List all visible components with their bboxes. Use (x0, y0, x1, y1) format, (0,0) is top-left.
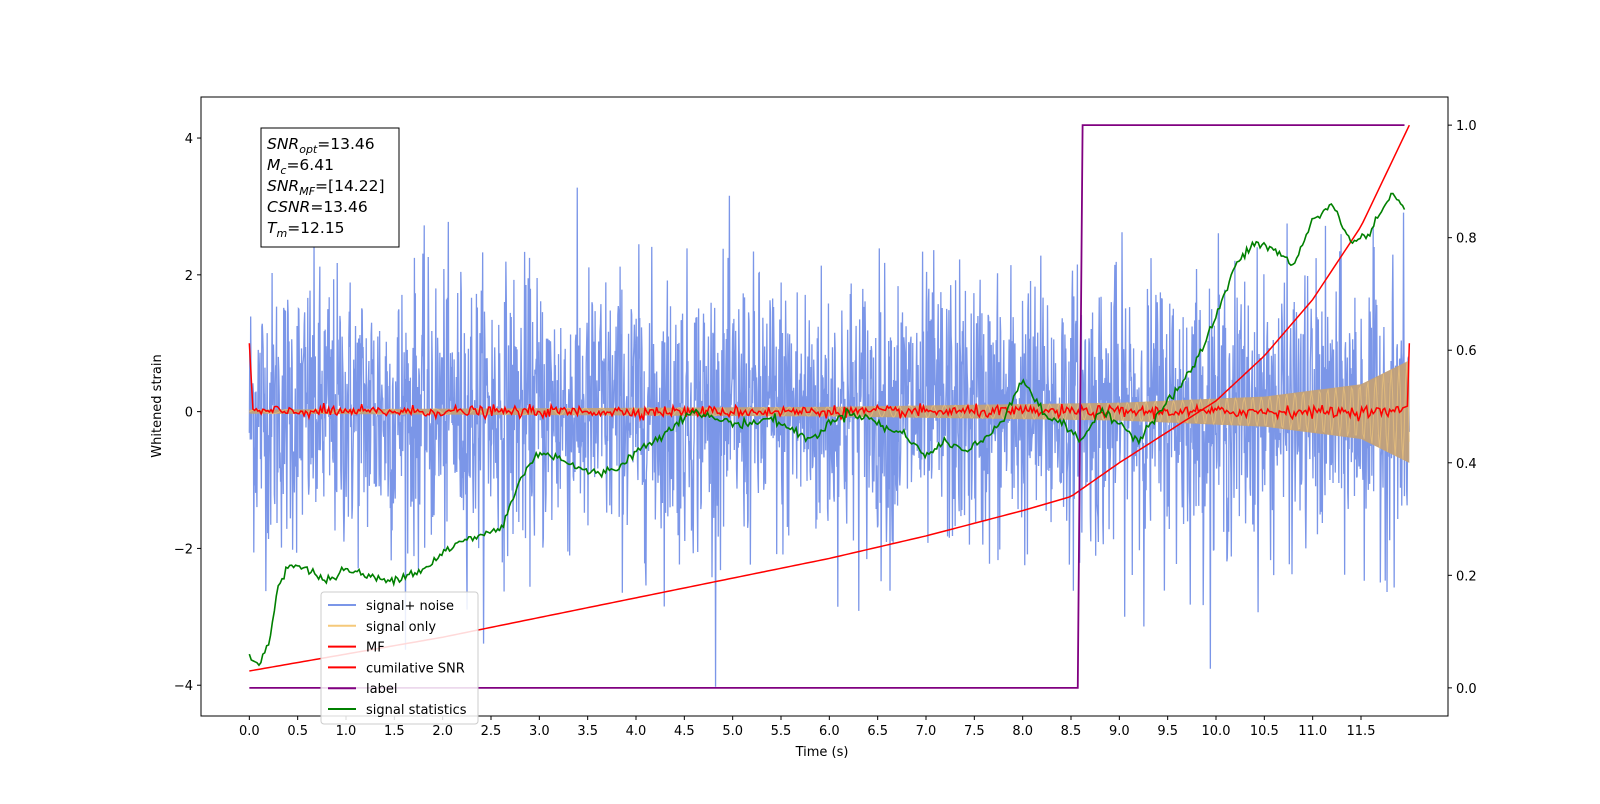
annotation-symbol: M (267, 156, 280, 174)
y2-tick-label: 0.8 (1456, 232, 1477, 247)
annotation-value: =6.41 (286, 156, 334, 174)
series-label (249, 124, 1405, 689)
annotation-value: =[14.22] (315, 177, 384, 195)
annotation-line: Mc=6.41 (267, 156, 334, 177)
annotation-line: SNRMF=[14.22] (267, 177, 385, 198)
x-tick-label: 2.5 (481, 724, 502, 739)
x-tick-label: 3.0 (529, 724, 550, 739)
x-tick-label: 11.0 (1298, 724, 1327, 739)
legend-label: MF (366, 641, 385, 656)
x-tick-label: 4.0 (626, 724, 647, 739)
annotation-subscript: c (280, 164, 286, 177)
annotation-symbol: SNR (267, 177, 299, 195)
x-tick-label: 2.0 (432, 724, 453, 739)
annotation-subscript: opt (299, 143, 318, 156)
x-tick-label: 4.5 (674, 724, 695, 739)
x-tick-label: 1.0 (336, 724, 357, 739)
legend-frame (320, 591, 479, 725)
annotation-symbol: T (267, 219, 278, 237)
legend-label: signal+ noise (366, 599, 454, 614)
x-tick-label: 10.0 (1202, 724, 1231, 739)
x-tick-label: 9.5 (1157, 724, 1178, 739)
x-tick-label: 5.5 (771, 724, 792, 739)
y-tick-label: −4 (174, 679, 193, 694)
x-tick-label: 7.0 (916, 724, 937, 739)
x-tick-label: 9.0 (1109, 724, 1130, 739)
annotation-subscript: MF (299, 185, 315, 198)
y2-tick-label: 0.4 (1456, 457, 1477, 472)
x-tick-label: 8.0 (1012, 724, 1033, 739)
y-tick-label: 0 (185, 406, 193, 421)
annotation-frame (260, 127, 400, 248)
y2-tick-label: 1.0 (1456, 119, 1477, 134)
x-tick-label: 10.5 (1250, 724, 1279, 739)
x-tick-label: 7.5 (964, 724, 985, 739)
annotation-symbol: CSNR (267, 198, 310, 216)
stats-annotation-box: SNRopt=13.46Mc=6.41SNRMF=[14.22]CSNR=13.… (260, 127, 400, 248)
x-tick-label: 6.5 (867, 724, 888, 739)
y-tick-label: 2 (185, 269, 193, 284)
y-axis-label: Whitened strain (150, 354, 165, 457)
legend-label: signal statistics (366, 703, 467, 718)
legend-label: label (366, 682, 397, 697)
annotation-symbol: SNR (267, 135, 299, 153)
annotation-value: =12.15 (287, 219, 344, 237)
x-tick-label: 1.5 (384, 724, 405, 739)
x-tick-label: 6.0 (819, 724, 840, 739)
y-tick-label: −2 (174, 542, 193, 557)
x-tick-label: 3.5 (577, 724, 598, 739)
plot-frame (200, 96, 1449, 717)
series-signal-only (249, 361, 1410, 460)
annotation-value: =13.46 (317, 135, 374, 153)
y2-tick-label: 0.0 (1456, 682, 1477, 697)
annotation-line: CSNR=13.46 (267, 198, 368, 216)
annotation-line: Tm=12.15 (267, 219, 345, 240)
legend: signal+ noise signal only MF cumilative SNR… (320, 591, 479, 725)
x-axis-label: Time (s) (795, 745, 849, 760)
x-tick-label: 5.0 (722, 724, 743, 739)
x-tick-label: 8.5 (1061, 724, 1082, 739)
annotation-line: SNRopt=13.46 (267, 135, 375, 156)
series-signal-statistics (248, 192, 1406, 667)
annotation-value: =13.46 (310, 198, 367, 216)
series-mf (248, 343, 1411, 423)
x-tick-label: 11.5 (1347, 724, 1376, 739)
y2-tick-label: 0.6 (1456, 344, 1477, 359)
x-tick-label: 0.5 (287, 724, 308, 739)
legend-label: cumilative SNR (366, 661, 465, 676)
annotation-subscript: m (276, 227, 287, 240)
x-tick-label: 0.0 (239, 724, 260, 739)
legend-label: signal only (366, 620, 436, 635)
y-tick-label: 4 (185, 132, 193, 147)
y2-tick-label: 0.2 (1456, 569, 1477, 584)
